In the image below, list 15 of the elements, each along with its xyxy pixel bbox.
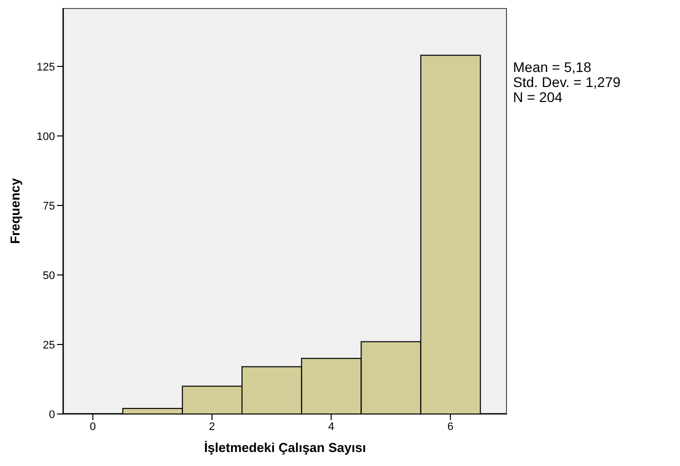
y-tick-label: 125 (36, 61, 55, 74)
text: Std. Dev. = 1,279 (513, 74, 621, 90)
y-tick-label: 75 (42, 200, 55, 212)
y-tick-label: 0 (48, 408, 55, 421)
x-tick-label: 4 (328, 420, 334, 433)
text: N = 204 (513, 89, 564, 105)
x-tick-label: 2 (208, 420, 216, 433)
y-tick-label: 100 (36, 130, 55, 143)
y-tick-label: 25 (42, 339, 55, 352)
text: Mean = 5,18 (513, 59, 592, 75)
x-tick-label: 0 (90, 420, 96, 433)
x-tick-label: 6 (447, 420, 454, 433)
y-tick-label: 50 (42, 270, 55, 282)
y-axis-title: Frequency (8, 177, 23, 244)
x-axis-title: İşletmedeki Çalışan Sayısı (204, 440, 366, 455)
